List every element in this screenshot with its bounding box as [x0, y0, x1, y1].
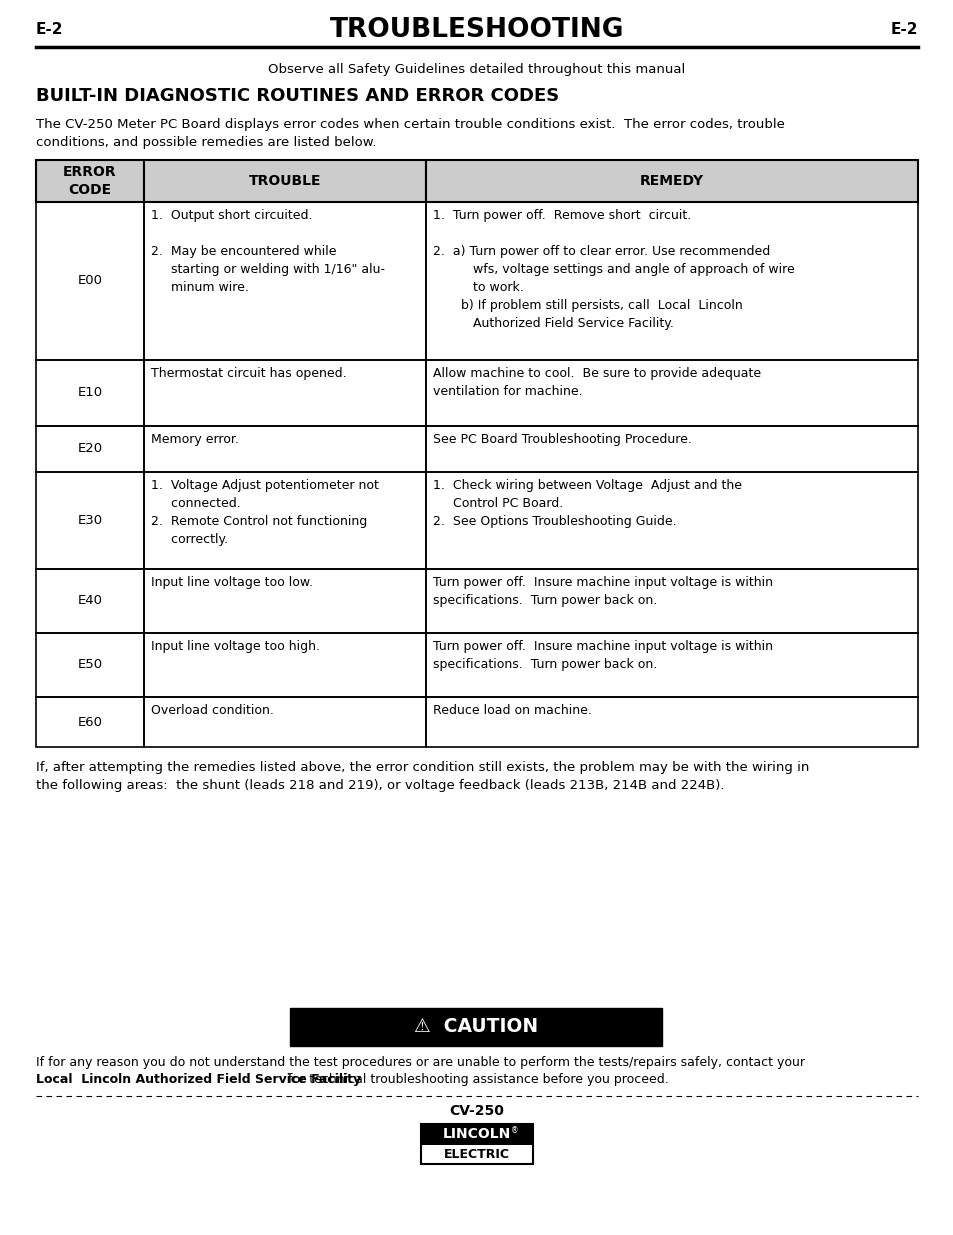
Text: 1.  Voltage Adjust potentiometer not
     connected.
2.  Remote Control not func: 1. Voltage Adjust potentiometer not conn… — [151, 479, 378, 546]
Text: E30: E30 — [77, 514, 103, 527]
Bar — [144, 426, 426, 472]
Bar — [426, 426, 917, 472]
Text: Local  Lincoln Authorized Field Service Facility: Local Lincoln Authorized Field Service F… — [36, 1073, 361, 1086]
Bar — [421, 1125, 532, 1145]
Bar — [144, 697, 426, 747]
Text: ELECTRIC: ELECTRIC — [443, 1147, 510, 1161]
Bar — [426, 359, 917, 426]
Text: E50: E50 — [77, 658, 103, 672]
Text: Observe all Safety Guidelines detailed throughout this manual: Observe all Safety Guidelines detailed t… — [268, 63, 685, 77]
Bar — [426, 203, 917, 359]
Bar — [144, 161, 426, 203]
Bar — [426, 569, 917, 634]
Text: See PC Board Troubleshooting Procedure.: See PC Board Troubleshooting Procedure. — [433, 433, 691, 446]
Bar — [36, 569, 144, 634]
Text: E40: E40 — [77, 594, 102, 608]
Text: Overload condition.: Overload condition. — [151, 704, 274, 718]
Text: REMEDY: REMEDY — [639, 174, 703, 188]
Text: the following areas:  the shunt (leads 218 and 219), or voltage feedback (leads : the following areas: the shunt (leads 21… — [36, 779, 723, 792]
Bar — [290, 1008, 661, 1046]
Text: conditions, and possible remedies are listed below.: conditions, and possible remedies are li… — [36, 136, 376, 149]
Text: TROUBLE: TROUBLE — [249, 174, 321, 188]
Text: LINCOLN: LINCOLN — [442, 1128, 511, 1141]
Bar — [144, 634, 426, 697]
Text: E-2: E-2 — [889, 22, 917, 37]
Bar — [36, 697, 144, 747]
Text: Input line voltage too low.: Input line voltage too low. — [151, 576, 313, 589]
Bar — [36, 161, 144, 203]
Bar — [36, 634, 144, 697]
Text: Reduce load on machine.: Reduce load on machine. — [433, 704, 591, 718]
Text: TROUBLESHOOTING: TROUBLESHOOTING — [330, 17, 623, 43]
Text: 1.  Check wiring between Voltage  Adjust and the
     Control PC Board.
2.  See : 1. Check wiring between Voltage Adjust a… — [433, 479, 741, 529]
Bar — [36, 472, 144, 569]
Text: Memory error.: Memory error. — [151, 433, 238, 446]
Bar — [36, 426, 144, 472]
Bar — [144, 359, 426, 426]
Text: Turn power off.  Insure machine input voltage is within
specifications.  Turn po: Turn power off. Insure machine input vol… — [433, 576, 772, 606]
Text: for technical troubleshooting assistance before you proceed.: for technical troubleshooting assistance… — [284, 1073, 668, 1086]
Bar — [426, 697, 917, 747]
Text: Allow machine to cool.  Be sure to provide adequate
ventilation for machine.: Allow machine to cool. Be sure to provid… — [433, 367, 760, 398]
Bar — [144, 203, 426, 359]
Bar — [426, 472, 917, 569]
Text: 1.  Output short circuited.

2.  May be encountered while
     starting or weldi: 1. Output short circuited. 2. May be enc… — [151, 209, 385, 294]
Text: CV-250: CV-250 — [449, 1104, 504, 1118]
Bar — [36, 203, 144, 359]
Text: Turn power off.  Insure machine input voltage is within
specifications.  Turn po: Turn power off. Insure machine input vol… — [433, 640, 772, 671]
Text: E10: E10 — [77, 387, 103, 399]
Text: ®: ® — [511, 1126, 518, 1135]
Text: E-2: E-2 — [36, 22, 64, 37]
Bar — [144, 472, 426, 569]
Text: If, after attempting the remedies listed above, the error condition still exists: If, after attempting the remedies listed… — [36, 761, 808, 774]
Text: E60: E60 — [77, 715, 102, 729]
Text: E20: E20 — [77, 442, 103, 456]
Bar — [36, 359, 144, 426]
Text: Input line voltage too high.: Input line voltage too high. — [151, 640, 319, 653]
Bar — [426, 161, 917, 203]
Text: 1.  Turn power off.  Remove short  circuit.

2.  a) Turn power off to clear erro: 1. Turn power off. Remove short circuit.… — [433, 209, 794, 330]
Text: ERROR
CODE: ERROR CODE — [63, 165, 116, 196]
Text: Thermostat circuit has opened.: Thermostat circuit has opened. — [151, 367, 346, 380]
Text: E00: E00 — [77, 274, 102, 288]
Bar — [420, 1124, 533, 1165]
Text: If for any reason you do not understand the test procedures or are unable to per: If for any reason you do not understand … — [36, 1056, 804, 1070]
Bar — [144, 569, 426, 634]
Text: ⚠  CAUTION: ⚠ CAUTION — [414, 1018, 537, 1036]
Text: BUILT-IN DIAGNOSTIC ROUTINES AND ERROR CODES: BUILT-IN DIAGNOSTIC ROUTINES AND ERROR C… — [36, 86, 558, 105]
Text: The CV-250 Meter PC Board displays error codes when certain trouble conditions e: The CV-250 Meter PC Board displays error… — [36, 119, 784, 131]
Bar — [426, 634, 917, 697]
